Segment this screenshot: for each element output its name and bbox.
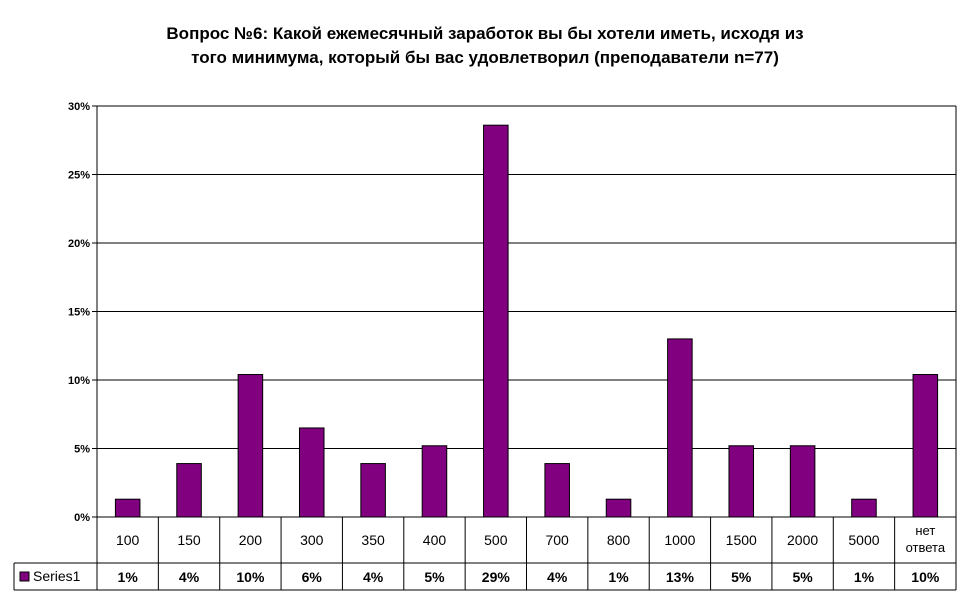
data-value-label: 4%	[179, 569, 200, 585]
bar	[605, 498, 632, 518]
y-axis: 0% 5% 10% 15% 20% 25% 30%	[68, 101, 957, 524]
data-value-label: 1%	[118, 569, 139, 585]
bar	[298, 427, 325, 518]
y-tick-label: 30%	[68, 101, 90, 113]
category-label: 400	[423, 532, 447, 548]
category-label: 800	[607, 532, 631, 548]
category-label: 100	[116, 532, 140, 548]
data-value-label: 10%	[236, 569, 265, 585]
bar	[421, 445, 448, 518]
category-label: 300	[300, 532, 324, 548]
bar	[176, 463, 202, 518]
data-table: 100 150 200 300 350 400 500 700 800 1000 1500 2000 5…	[13, 516, 957, 591]
data-value-label: 4%	[363, 569, 384, 585]
bar	[360, 463, 386, 518]
legend-swatch	[19, 571, 30, 582]
y-tick-label: 20%	[68, 238, 90, 250]
category-label: 200	[239, 532, 263, 548]
category-label: 700	[545, 532, 569, 548]
category-label: 350	[361, 532, 385, 548]
gridlines	[97, 105, 956, 449]
data-value-label: 13%	[666, 569, 695, 585]
category-label: нет	[915, 523, 935, 538]
bars	[114, 124, 939, 518]
chart-title-line-1: Вопрос №6: Какой ежемесячный заработок в…	[166, 24, 804, 43]
category-label: 1000	[664, 532, 695, 548]
category-label: 1500	[726, 532, 757, 548]
bar	[789, 445, 816, 518]
bar	[544, 463, 570, 518]
data-value-label: 5%	[792, 569, 813, 585]
legend-label: Series1	[33, 568, 81, 584]
data-value-label: 4%	[547, 569, 568, 585]
category-label: 150	[177, 532, 201, 548]
data-value-label: 1%	[854, 569, 875, 585]
data-value-label: 5%	[424, 569, 445, 585]
y-tick-label: 10%	[68, 375, 90, 387]
y-tick-label: 25%	[68, 170, 90, 182]
bar	[237, 374, 264, 518]
category-label: 500	[484, 532, 508, 548]
bar	[114, 498, 141, 518]
data-value-label: 29%	[482, 569, 511, 585]
y-tick-label: 15%	[68, 307, 90, 319]
bar	[912, 374, 939, 518]
data-value-label: 6%	[302, 569, 323, 585]
chart-title-line-2: того минимума, который бы вас удовлетвор…	[191, 48, 779, 67]
data-value-label: 5%	[731, 569, 752, 585]
chart-title: Вопрос №6: Какой ежемесячный заработок в…	[0, 22, 970, 70]
category-label: 5000	[848, 532, 879, 548]
category-label: 2000	[787, 532, 818, 548]
bar	[483, 124, 509, 518]
bar	[667, 338, 693, 518]
bar	[851, 498, 877, 518]
y-tick-label: 0%	[74, 512, 90, 524]
data-value-label: 10%	[911, 569, 940, 585]
category-label: ответа	[906, 540, 946, 555]
data-value-label: 1%	[608, 569, 629, 585]
y-tick-label: 5%	[74, 444, 90, 456]
bar	[728, 445, 755, 518]
